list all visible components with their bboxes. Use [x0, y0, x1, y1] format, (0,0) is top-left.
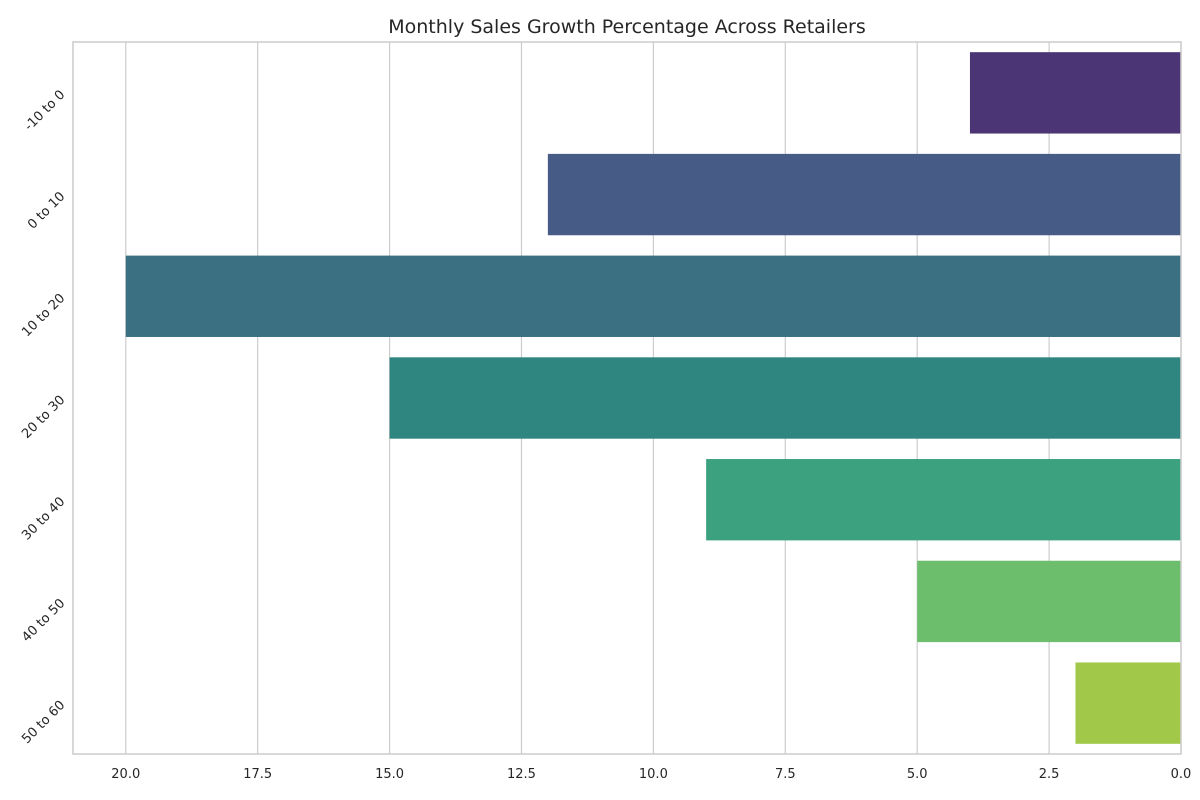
x-tick-label: 12.5: [507, 767, 536, 782]
x-tick-label: 7.5: [775, 767, 796, 782]
x-tick-label: 15.0: [375, 767, 404, 782]
bar: [969, 52, 1181, 134]
bar: [389, 357, 1182, 439]
bar: [706, 459, 1181, 541]
x-tick-label: 5.0: [907, 767, 928, 782]
bar: [547, 153, 1181, 236]
x-tick-label: 2.5: [1039, 767, 1060, 782]
x-axis-ticks: 20.0 17.5 15.0 12.5 10.0 7.5 5.0 2.5 0.0: [111, 767, 1191, 782]
x-tick-label: 10.0: [639, 767, 668, 782]
bar: [125, 255, 1181, 337]
bar: [917, 560, 1181, 643]
bar: [1075, 662, 1181, 744]
x-tick-label: 20.0: [111, 767, 140, 782]
x-tick-label: 17.5: [243, 767, 272, 782]
chart-title: Monthly Sales Growth Percentage Across R…: [388, 16, 866, 38]
x-tick-label: 0.0: [1171, 767, 1192, 782]
bar-series: [125, 52, 1182, 744]
plot-frame: [72, 41, 1182, 755]
